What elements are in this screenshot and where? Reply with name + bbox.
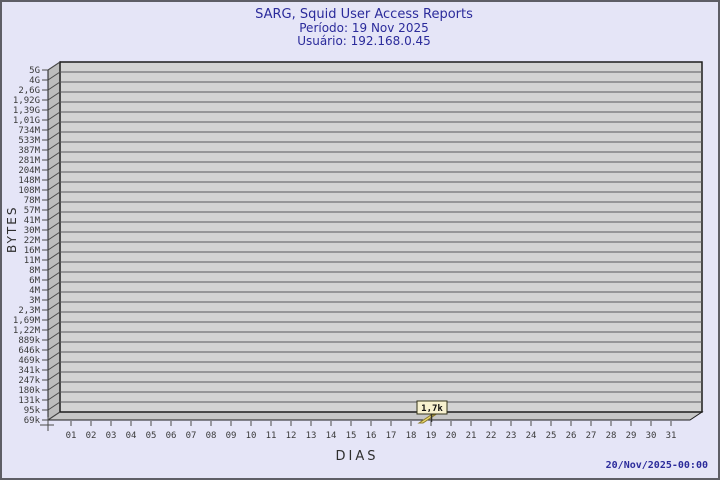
svg-text:24: 24 xyxy=(526,431,537,441)
svg-text:6M: 6M xyxy=(29,276,40,286)
svg-text:1,69M: 1,69M xyxy=(13,316,41,326)
svg-text:26: 26 xyxy=(566,431,577,441)
svg-text:01: 01 xyxy=(66,431,77,441)
svg-text:5G: 5G xyxy=(29,66,40,76)
svg-text:12: 12 xyxy=(286,431,297,441)
svg-text:2,6G: 2,6G xyxy=(18,86,40,96)
svg-text:1,7k: 1,7k xyxy=(421,404,443,414)
report-title: SARG, Squid User Access Reports xyxy=(255,7,473,22)
svg-text:8M: 8M xyxy=(29,266,40,276)
y-axis-title: BYTES xyxy=(5,205,19,253)
svg-text:02: 02 xyxy=(86,431,97,441)
x-axis-title: DIAS xyxy=(335,449,379,464)
svg-text:21: 21 xyxy=(466,431,477,441)
svg-text:11: 11 xyxy=(266,431,277,441)
svg-text:1,39G: 1,39G xyxy=(13,106,40,116)
report-header: SARG, Squid User Access Reports Período:… xyxy=(2,7,718,48)
svg-text:29: 29 xyxy=(626,431,637,441)
svg-text:1,01G: 1,01G xyxy=(13,116,40,126)
svg-text:10: 10 xyxy=(246,431,257,441)
svg-text:27: 27 xyxy=(586,431,597,441)
svg-text:28: 28 xyxy=(606,431,617,441)
svg-text:16: 16 xyxy=(366,431,377,441)
svg-text:204M: 204M xyxy=(18,166,40,176)
svg-text:05: 05 xyxy=(146,431,157,441)
svg-text:22: 22 xyxy=(486,431,497,441)
svg-text:3M: 3M xyxy=(29,296,40,306)
report-period: Período: 19 Nov 2025 xyxy=(299,21,429,35)
svg-text:95k: 95k xyxy=(24,406,41,416)
svg-text:16M: 16M xyxy=(24,246,41,256)
svg-text:22M: 22M xyxy=(24,236,41,246)
svg-text:734M: 734M xyxy=(18,126,40,136)
svg-text:2,3M: 2,3M xyxy=(18,306,40,316)
svg-text:387M: 387M xyxy=(18,146,40,156)
svg-text:30: 30 xyxy=(646,431,657,441)
svg-text:25: 25 xyxy=(546,431,557,441)
svg-text:281M: 281M xyxy=(18,156,40,166)
svg-text:19: 19 xyxy=(426,431,437,441)
svg-text:30M: 30M xyxy=(24,226,41,236)
svg-text:78M: 78M xyxy=(24,196,41,206)
svg-text:4M: 4M xyxy=(29,286,40,296)
svg-text:11M: 11M xyxy=(24,256,41,266)
svg-text:08: 08 xyxy=(206,431,217,441)
svg-text:41M: 41M xyxy=(24,216,41,226)
svg-text:13: 13 xyxy=(306,431,317,441)
svg-text:1,22M: 1,22M xyxy=(13,326,41,336)
svg-text:20: 20 xyxy=(446,431,457,441)
svg-text:341k: 341k xyxy=(18,366,40,376)
svg-text:469k: 469k xyxy=(18,356,40,366)
svg-text:15: 15 xyxy=(346,431,357,441)
svg-text:31: 31 xyxy=(666,431,677,441)
svg-text:14: 14 xyxy=(326,431,337,441)
svg-text:889k: 889k xyxy=(18,336,40,346)
svg-text:4G: 4G xyxy=(29,76,40,86)
report-user: Usuário: 192.168.0.45 xyxy=(297,34,431,48)
svg-text:1,92G: 1,92G xyxy=(13,96,40,106)
svg-text:23: 23 xyxy=(506,431,517,441)
svg-text:108M: 108M xyxy=(18,186,40,196)
svg-text:57M: 57M xyxy=(24,206,41,216)
svg-text:247k: 247k xyxy=(18,376,40,386)
svg-text:69k: 69k xyxy=(24,416,41,426)
svg-text:17: 17 xyxy=(386,431,397,441)
svg-text:131k: 131k xyxy=(18,396,40,406)
generation-timestamp: 20/Nov/2025-00:00 xyxy=(605,460,708,471)
svg-text:03: 03 xyxy=(106,431,117,441)
svg-text:18: 18 xyxy=(406,431,417,441)
svg-text:09: 09 xyxy=(226,431,237,441)
svg-text:533M: 533M xyxy=(18,136,40,146)
svg-text:148M: 148M xyxy=(18,176,40,186)
svg-text:180k: 180k xyxy=(18,386,40,396)
svg-text:04: 04 xyxy=(126,431,137,441)
svg-text:646k: 646k xyxy=(18,346,40,356)
svg-text:07: 07 xyxy=(186,431,197,441)
svg-text:06: 06 xyxy=(166,431,177,441)
